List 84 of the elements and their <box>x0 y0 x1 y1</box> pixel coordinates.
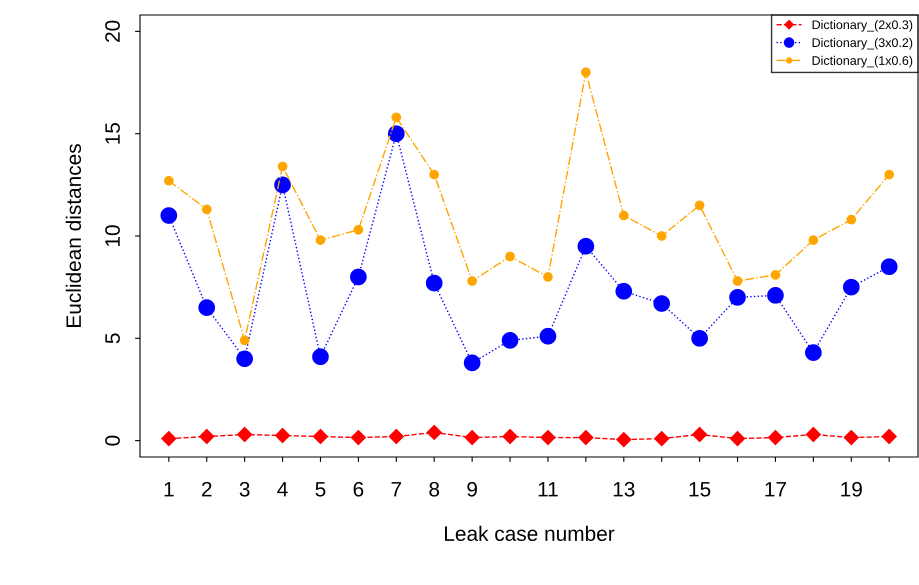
point <box>808 235 818 245</box>
point <box>391 112 402 122</box>
point <box>502 332 518 349</box>
point <box>581 67 591 78</box>
point <box>199 428 214 444</box>
point <box>354 225 364 235</box>
x-tick-label: 11 <box>538 482 558 496</box>
point <box>653 295 670 312</box>
point <box>350 430 366 446</box>
point <box>540 328 556 345</box>
point <box>426 424 442 440</box>
point <box>656 231 667 241</box>
point <box>388 428 404 444</box>
point <box>278 162 288 172</box>
point <box>467 276 477 286</box>
x-tick-label: 6 <box>354 482 364 497</box>
x-tick-label: 1 <box>164 482 174 496</box>
point <box>164 176 174 186</box>
x-tick-label: 2 <box>202 482 212 496</box>
point <box>202 204 212 214</box>
point <box>388 125 405 142</box>
y-tick-label: 5 <box>105 333 120 344</box>
y-tick-label: 10 <box>105 225 120 246</box>
point <box>618 210 629 220</box>
point <box>691 330 708 347</box>
point <box>730 431 746 446</box>
point <box>882 428 897 444</box>
point <box>806 426 821 442</box>
point <box>615 282 632 300</box>
x-tick-label: 8 <box>429 482 440 497</box>
point <box>842 278 860 296</box>
point <box>616 432 632 448</box>
legend-label: Dictionary_(1x0.6) <box>812 56 912 68</box>
y-tick-label: 15 <box>105 122 120 144</box>
point <box>312 428 328 444</box>
x-tick-label: 19 <box>841 482 862 497</box>
point <box>884 170 894 180</box>
point <box>805 344 822 361</box>
point <box>770 270 780 280</box>
point <box>198 299 216 316</box>
x-tick-label: 7 <box>392 482 402 496</box>
point <box>426 274 443 292</box>
y-axis-title: Euclidean distances <box>66 144 82 327</box>
point <box>540 430 556 446</box>
x-tick-label: 3 <box>240 482 250 497</box>
point <box>312 348 329 366</box>
point <box>692 426 708 442</box>
point <box>502 428 518 444</box>
point <box>316 235 326 245</box>
x-tick-label: 17 <box>765 482 786 496</box>
point <box>767 287 784 304</box>
x-tick-label: 15 <box>690 482 710 497</box>
point <box>694 200 704 210</box>
point <box>543 272 553 282</box>
point <box>578 238 594 255</box>
point <box>654 431 670 446</box>
point <box>464 430 480 446</box>
point <box>429 170 440 180</box>
point <box>160 207 178 224</box>
point <box>880 258 898 276</box>
point <box>729 289 746 306</box>
point <box>240 336 250 346</box>
point <box>732 276 742 286</box>
point <box>578 430 594 446</box>
point <box>236 350 253 368</box>
legend-label: Dictionary_(2x0.3) <box>812 20 912 32</box>
point <box>768 430 784 446</box>
legend-label: Dictionary_(3x0.2) <box>812 38 912 50</box>
point <box>505 252 515 262</box>
point <box>274 176 291 194</box>
point <box>161 431 176 446</box>
x-tick-label: 5 <box>316 482 326 497</box>
point <box>846 214 856 224</box>
point <box>464 354 480 372</box>
y-tick-label: 0 <box>105 436 120 446</box>
y-tick-label: 20 <box>105 20 120 42</box>
point <box>844 430 859 446</box>
point <box>237 426 252 442</box>
point <box>274 428 290 444</box>
x-tick-label: 4 <box>277 482 288 496</box>
x-tick-label: 13 <box>614 482 634 497</box>
x-axis-title: Leak case number <box>445 526 614 542</box>
point <box>350 268 367 286</box>
x-tick-label: 9 <box>467 482 477 497</box>
